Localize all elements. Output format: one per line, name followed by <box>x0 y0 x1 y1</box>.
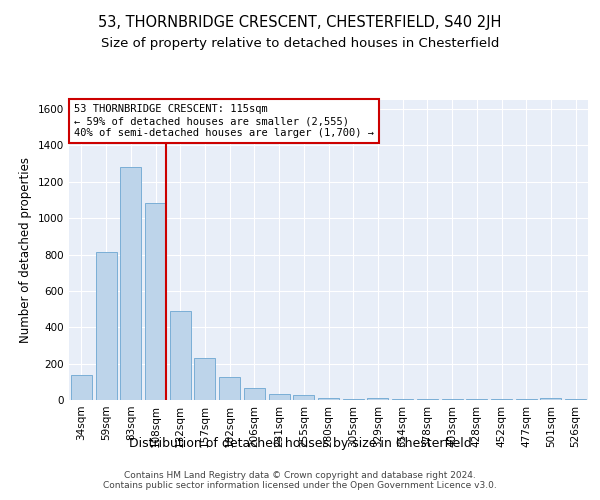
Bar <box>244 388 265 400</box>
Text: Size of property relative to detached houses in Chesterfield: Size of property relative to detached ho… <box>101 38 499 51</box>
Text: Distribution of detached houses by size in Chesterfield: Distribution of detached houses by size … <box>128 438 472 450</box>
Bar <box>170 311 191 400</box>
Bar <box>194 358 215 400</box>
Bar <box>120 168 141 400</box>
Bar <box>541 398 562 400</box>
Bar <box>293 396 314 400</box>
Bar <box>95 252 116 400</box>
Bar <box>219 378 240 400</box>
Text: 53 THORNBRIDGE CRESCENT: 115sqm
← 59% of detached houses are smaller (2,555)
40%: 53 THORNBRIDGE CRESCENT: 115sqm ← 59% of… <box>74 104 374 138</box>
Text: Contains HM Land Registry data © Crown copyright and database right 2024.
Contai: Contains HM Land Registry data © Crown c… <box>103 470 497 490</box>
Bar <box>145 202 166 400</box>
Text: 53, THORNBRIDGE CRESCENT, CHESTERFIELD, S40 2JH: 53, THORNBRIDGE CRESCENT, CHESTERFIELD, … <box>98 15 502 30</box>
Bar <box>71 374 92 400</box>
Bar <box>318 398 339 400</box>
Bar <box>367 398 388 400</box>
Bar <box>269 394 290 400</box>
Y-axis label: Number of detached properties: Number of detached properties <box>19 157 32 343</box>
Bar <box>343 399 364 400</box>
